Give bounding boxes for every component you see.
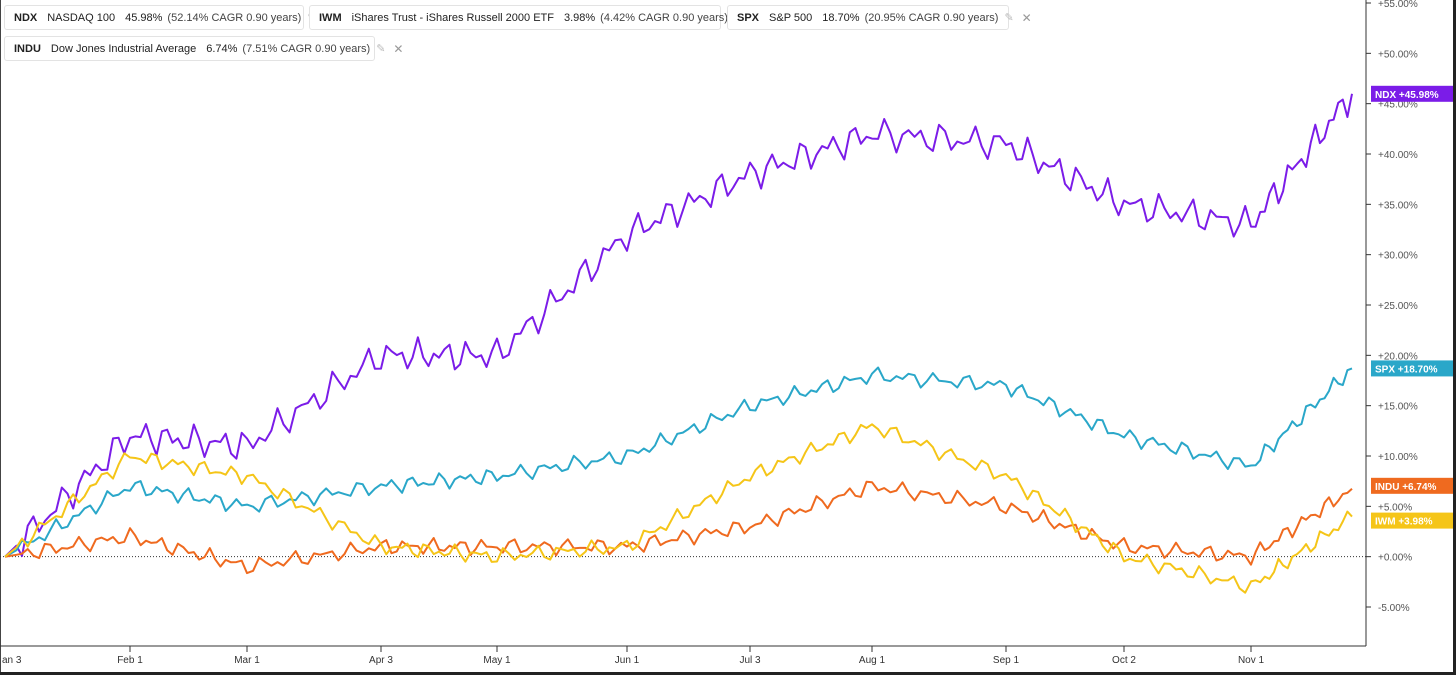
legend-cagr: (52.14% CAGR 0.90 years) [167, 11, 302, 24]
end-value-tag-label: SPX +18.70% [1375, 364, 1438, 375]
legend-item-indu[interactable]: INDU Dow Jones Industrial Average 6.74% … [4, 36, 403, 61]
legend-item-spx[interactable]: SPX S&P 500 18.70% (20.95% CAGR 0.90 yea… [727, 5, 1032, 30]
legend-symbol: NDX [14, 11, 38, 24]
legend-percent: 18.70% [822, 11, 860, 24]
y-tick-label: -5.00% [1378, 603, 1410, 614]
x-tick-label: Jul 3 [739, 655, 761, 666]
x-tick-label: May 1 [483, 655, 511, 666]
y-tick-label: +25.00% [1378, 301, 1418, 312]
close-icon[interactable]: ✕ [1021, 10, 1032, 25]
y-tick-label: +40.00% [1378, 150, 1418, 161]
end-value-tag-label: IWM +3.98% [1375, 517, 1433, 528]
x-tick-label: Jun 1 [615, 655, 640, 666]
legend-symbol: SPX [737, 11, 760, 24]
end-value-tag-label: INDU +6.74% [1375, 482, 1437, 493]
end-value-tag-label: NDX +45.98% [1375, 90, 1439, 101]
legend-percent: 45.98% [125, 11, 163, 24]
legend-percent: 3.98% [563, 11, 596, 24]
y-tick-label: +45.00% [1378, 100, 1418, 111]
x-tick-label: Nov 1 [1238, 655, 1265, 666]
end-value-tag-bg [1371, 360, 1453, 377]
x-tick-label: Aug 1 [859, 655, 886, 666]
y-tick-label: +5.00% [1378, 502, 1412, 513]
end-value-tag-ndx: NDX +45.98% [1371, 85, 1453, 102]
series-line-iwm [4, 423, 1353, 594]
legend-item-iwm[interactable]: IWM iShares Trust - iShares Russell 2000… [309, 5, 761, 30]
edit-icon[interactable]: ✎ [376, 43, 386, 55]
y-tick-label: +20.00% [1378, 351, 1418, 362]
legend-cagr: (20.95% CAGR 0.90 years) [864, 11, 999, 24]
frame-right-border [1453, 0, 1456, 675]
end-value-tag-bg [1371, 512, 1453, 529]
x-tick-label: an 3 [2, 655, 22, 666]
legend-name: iShares Trust - iShares Russell 2000 ETF [351, 11, 554, 24]
x-tick-label: Mar 1 [234, 655, 260, 666]
end-value-tag-indu: INDU +6.74% [1371, 477, 1453, 494]
y-tick-label: +50.00% [1378, 49, 1418, 60]
end-value-tag-bg [1371, 477, 1453, 494]
end-value-tag-bg [1371, 85, 1453, 102]
y-tick-label: +35.00% [1378, 200, 1418, 211]
legend-symbol: IWM [319, 11, 342, 24]
series-line-ndx [4, 93, 1353, 558]
series-line-spx [4, 366, 1353, 558]
legend-cagr: (7.51% CAGR 0.90 years) [242, 42, 371, 55]
x-tick-label: Sep 1 [993, 655, 1020, 666]
y-tick-label: +10.00% [1378, 452, 1418, 463]
y-tick-label: +15.00% [1378, 402, 1418, 413]
legend-percent: 6.74% [206, 42, 238, 55]
legend-name: S&P 500 [769, 11, 813, 24]
edit-icon[interactable]: ✎ [1004, 12, 1014, 24]
legend-name: Dow Jones Industrial Average [50, 42, 197, 55]
end-value-tag-iwm: IWM +3.98% [1371, 512, 1453, 529]
y-tick-label: +0.00% [1378, 553, 1412, 564]
series-line-indu [4, 480, 1353, 575]
close-icon[interactable]: ✕ [393, 41, 404, 56]
x-tick-label: Feb 1 [117, 655, 143, 666]
legend-cagr: (4.42% CAGR 0.90 years) [600, 11, 728, 24]
y-tick-label: +55.00% [1378, 0, 1418, 10]
x-tick-label: Apr 3 [369, 655, 393, 666]
x-tick-label: Oct 2 [1112, 655, 1136, 666]
legend-name: NASDAQ 100 [47, 11, 116, 24]
legend-symbol: INDU [14, 42, 41, 55]
y-tick-label: +30.00% [1378, 251, 1418, 262]
frame-bottom-border [0, 672, 1456, 675]
frame-left-border [0, 0, 1, 675]
end-value-tag-spx: SPX +18.70% [1371, 360, 1453, 377]
